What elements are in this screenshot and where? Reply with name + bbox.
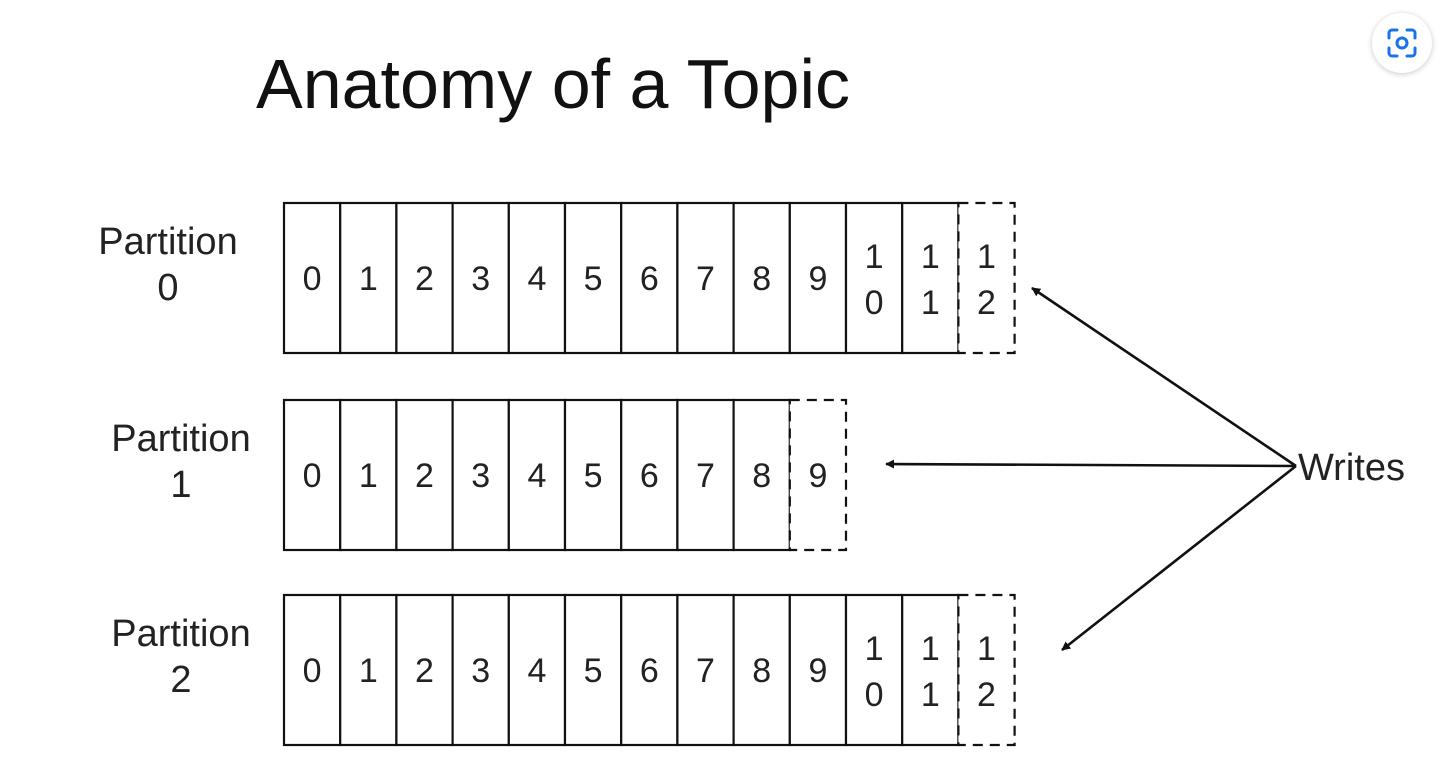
offset-number: 3 bbox=[471, 652, 490, 690]
offset-number: 8 bbox=[752, 457, 771, 495]
partition-2: Partition 2 0 1 2 3 4 5 6 7 8 91 01 11 2 bbox=[111, 593, 1016, 747]
offset-cell: 3 bbox=[451, 201, 510, 355]
offset-number: 0 bbox=[303, 457, 322, 495]
offset-number: 8 bbox=[752, 652, 771, 690]
offset-cell: 7 bbox=[676, 398, 735, 552]
page-title: Anatomy of a Topic bbox=[256, 45, 850, 123]
offset-number: 5 bbox=[584, 652, 603, 690]
offset-cell: 0 bbox=[282, 201, 342, 355]
offset-cell: 1 bbox=[339, 398, 398, 552]
write-arrow-1 bbox=[885, 459, 1297, 469]
write-arrow-2 bbox=[1061, 464, 1297, 652]
offset-cell: 6 bbox=[620, 201, 679, 355]
offset-number: 7 bbox=[696, 652, 715, 690]
offset-number: 0 bbox=[303, 652, 322, 690]
offset-cell: 7 bbox=[676, 593, 735, 747]
offset-cell: 0 bbox=[282, 593, 342, 747]
offset-number: 7 bbox=[696, 260, 715, 298]
visual-search-icon bbox=[1387, 28, 1417, 58]
partition-label: Partition 0 bbox=[98, 221, 237, 309]
partition-label: Partition 1 bbox=[111, 418, 250, 506]
offset-number: 0 bbox=[303, 260, 322, 298]
offset-number: 6 bbox=[640, 457, 659, 495]
offset-cell: 3 bbox=[451, 398, 510, 552]
offset-number: 6 bbox=[640, 652, 659, 690]
offset-cell: 5 bbox=[563, 201, 623, 355]
offset-cell: 9 bbox=[788, 201, 848, 355]
visual-search-button[interactable] bbox=[1372, 13, 1432, 73]
offset-number: 1 bbox=[359, 260, 378, 298]
offset-number: 1 bbox=[359, 457, 378, 495]
offset-number: 7 bbox=[696, 457, 715, 495]
offset-cell: 8 bbox=[732, 201, 791, 355]
offset-number: 8 bbox=[752, 260, 771, 298]
offset-number: 4 bbox=[527, 457, 546, 495]
offset-number: 1 bbox=[359, 652, 378, 690]
offset-cell: 2 bbox=[395, 593, 454, 747]
next-offset-cell: 9 bbox=[788, 398, 848, 552]
offset-cell: 0 bbox=[282, 398, 342, 552]
offset-number: 4 bbox=[527, 652, 546, 690]
offset-number: 3 bbox=[471, 457, 490, 495]
offset-cell: 6 bbox=[620, 593, 679, 747]
offset-cell: 9 bbox=[788, 593, 848, 747]
partition-1: Partition 1 0 1 2 3 4 5 6 7 8 9 bbox=[111, 398, 848, 552]
offset-cell: 7 bbox=[676, 201, 735, 355]
offset-number: 9 bbox=[808, 652, 827, 690]
partition-0: Partition 0 0 1 2 3 4 5 6 7 8 91 01 11 2 bbox=[98, 201, 1016, 355]
write-arrows bbox=[885, 286, 1297, 652]
offset-cell: 4 bbox=[507, 593, 567, 747]
offset-cell: 1 bbox=[339, 201, 398, 355]
offset-number: 5 bbox=[584, 457, 603, 495]
offset-number: 5 bbox=[584, 260, 603, 298]
offset-number: 4 bbox=[527, 260, 546, 298]
offset-number: 2 bbox=[415, 457, 434, 495]
offset-cell: 3 bbox=[451, 593, 510, 747]
offset-number: 6 bbox=[640, 260, 659, 298]
offset-cell: 8 bbox=[732, 593, 791, 747]
offset-cell: 2 bbox=[395, 201, 454, 355]
writes-label: Writes bbox=[1298, 447, 1405, 489]
offset-cell: 1 bbox=[339, 593, 398, 747]
offset-cell: 4 bbox=[507, 201, 567, 355]
offset-number: 9 bbox=[808, 457, 827, 495]
offset-number: 2 bbox=[415, 652, 434, 690]
offset-cell: 8 bbox=[732, 398, 791, 552]
offset-number: 3 bbox=[471, 260, 490, 298]
offset-cell: 5 bbox=[563, 593, 623, 747]
offset-number: 9 bbox=[808, 260, 827, 298]
write-arrow-0 bbox=[1031, 286, 1297, 468]
offset-cell: 2 bbox=[395, 398, 454, 552]
offset-cell: 6 bbox=[620, 398, 679, 552]
partition-label: Partition 2 bbox=[111, 613, 250, 701]
offset-cell: 4 bbox=[507, 398, 567, 552]
offset-cell: 5 bbox=[563, 398, 623, 552]
offset-number: 2 bbox=[415, 260, 434, 298]
